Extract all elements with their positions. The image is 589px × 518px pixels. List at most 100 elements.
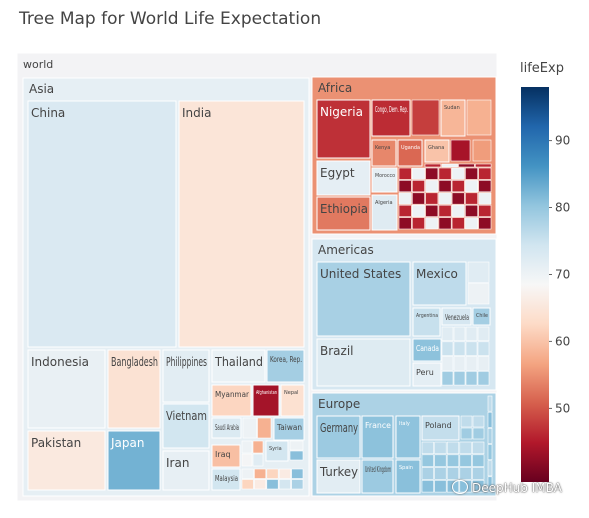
small-country-tile[interactable] (459, 454, 472, 467)
small-country-tile[interactable] (446, 467, 460, 480)
small-country-tile[interactable] (478, 217, 492, 230)
small-country-tile[interactable] (398, 180, 412, 193)
small-country-tile[interactable] (425, 192, 439, 205)
small-country-tile[interactable] (438, 192, 452, 205)
country-canada[interactable] (412, 338, 442, 362)
small-country-tile[interactable] (421, 441, 434, 455)
country-poland[interactable] (421, 415, 460, 441)
small-country-tile[interactable] (453, 370, 466, 386)
country-nigeria[interactable] (316, 99, 371, 159)
small-country-tile[interactable] (451, 204, 465, 217)
small-country-tile[interactable] (472, 427, 485, 440)
small-country-tile[interactable] (451, 180, 465, 193)
small-country-tile[interactable] (465, 341, 478, 356)
small-country-tile[interactable] (291, 479, 304, 490)
small-country-tile[interactable] (472, 454, 485, 467)
small-country-tile[interactable] (451, 217, 465, 230)
small-country-tile[interactable] (441, 326, 454, 342)
small-country-tile[interactable] (289, 440, 304, 451)
country-ethiopia[interactable] (316, 196, 371, 231)
small-country-tile[interactable] (465, 192, 478, 205)
small-country-tile[interactable] (438, 204, 452, 217)
small-country-tile[interactable] (411, 217, 425, 230)
country-thailand[interactable] (211, 349, 266, 383)
small-country-tile[interactable] (446, 454, 460, 467)
country-mexico[interactable] (412, 261, 467, 306)
small-country-tile[interactable] (465, 217, 478, 230)
country-saudi-arabia[interactable] (211, 417, 242, 439)
small-country-tile[interactable] (242, 417, 257, 439)
small-country-tile[interactable] (398, 167, 412, 180)
small-country-tile[interactable] (477, 356, 490, 371)
small-country-tile[interactable] (487, 476, 493, 493)
small-country-tile[interactable] (460, 427, 473, 440)
small-country-tile[interactable] (411, 192, 425, 205)
small-country-tile[interactable] (291, 468, 304, 479)
small-country-tile[interactable] (421, 467, 434, 480)
small-country-tile[interactable] (472, 441, 485, 455)
small-country-tile[interactable] (266, 479, 279, 490)
small-country-tile[interactable] (441, 163, 458, 168)
small-country-tile[interactable] (438, 217, 452, 230)
country-philippines[interactable] (162, 349, 210, 403)
country-iraq[interactable] (211, 444, 241, 468)
small-country-tile[interactable] (278, 468, 291, 479)
small-country-tile[interactable] (424, 163, 442, 168)
country-morocco[interactable] (371, 167, 398, 193)
small-country-tile[interactable] (477, 370, 490, 386)
small-country-tile[interactable] (252, 440, 264, 454)
small-country-tile[interactable] (478, 192, 492, 205)
country-united-kingdom[interactable] (361, 459, 394, 494)
country-vietnam[interactable] (162, 403, 210, 449)
small-country-tile[interactable] (465, 180, 478, 193)
small-country-tile[interactable] (460, 415, 473, 428)
country-afghanistan[interactable] (252, 384, 280, 417)
country-nepal[interactable] (280, 384, 305, 417)
country-indonesia[interactable] (27, 349, 106, 429)
small-country-tile[interactable] (478, 180, 492, 193)
country-brazil[interactable] (316, 338, 411, 387)
country-iran[interactable] (162, 450, 210, 491)
small-country-tile[interactable] (467, 283, 490, 305)
small-country-tile[interactable] (467, 261, 490, 283)
small-country-tile[interactable] (451, 167, 465, 180)
small-country-tile[interactable] (411, 167, 425, 180)
country-egypt[interactable] (316, 160, 371, 196)
small-country-tile[interactable] (438, 167, 452, 180)
small-country-tile[interactable] (438, 180, 452, 193)
small-country-tile[interactable] (289, 450, 304, 461)
small-country-tile[interactable] (252, 453, 264, 467)
small-country-tile[interactable] (411, 180, 425, 193)
small-country-tile[interactable] (487, 460, 493, 477)
small-country-tile[interactable] (425, 217, 439, 230)
small-country-tile[interactable] (453, 326, 466, 342)
country-myanmar[interactable] (211, 384, 252, 417)
country-ghana[interactable] (424, 139, 450, 163)
small-country-tile[interactable] (478, 204, 492, 217)
small-country-tile[interactable] (477, 326, 490, 342)
small-country-tile[interactable] (421, 479, 434, 493)
small-country-tile[interactable] (441, 341, 454, 356)
country-argentina[interactable] (412, 307, 441, 337)
small-country-tile[interactable] (241, 468, 254, 479)
small-country-tile[interactable] (450, 139, 471, 162)
small-country-tile[interactable] (472, 415, 485, 428)
small-country-tile[interactable] (434, 441, 447, 455)
country-sudan[interactable] (440, 99, 466, 137)
small-country-tile[interactable] (425, 204, 439, 217)
small-country-tile[interactable] (472, 139, 492, 162)
small-country-tile[interactable] (487, 444, 493, 460)
small-country-tile[interactable] (465, 370, 478, 386)
small-country-tile[interactable] (465, 204, 478, 217)
small-country-tile[interactable] (459, 467, 472, 480)
small-country-tile[interactable] (451, 192, 465, 205)
small-country-tile[interactable] (398, 192, 412, 205)
small-country-tile[interactable] (477, 341, 490, 356)
country-algeria[interactable] (371, 194, 398, 231)
country-peru[interactable] (412, 362, 442, 387)
country-germany[interactable] (316, 415, 361, 459)
small-country-tile[interactable] (425, 180, 439, 193)
small-country-tile[interactable] (278, 479, 291, 490)
small-country-tile[interactable] (487, 411, 493, 428)
